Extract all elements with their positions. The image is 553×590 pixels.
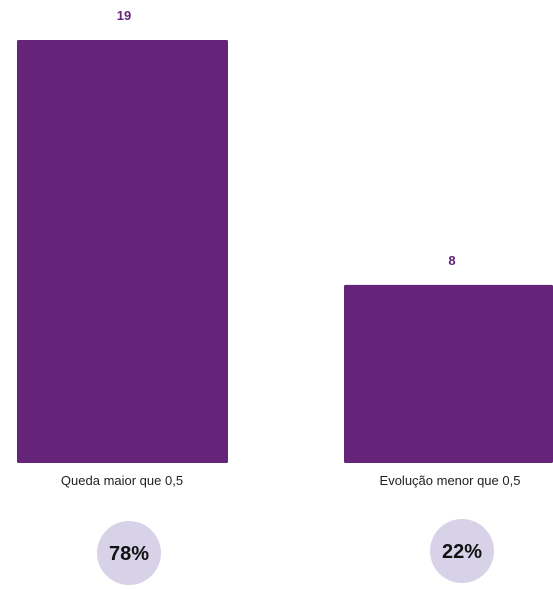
category-label-2: Evolução menor que 0,5 bbox=[380, 473, 521, 488]
data-label-2: 8 bbox=[448, 253, 455, 268]
bar-1 bbox=[17, 40, 228, 463]
percent-badge-1 bbox=[97, 521, 161, 585]
percent-badge-label-1: 78% bbox=[109, 543, 149, 565]
percent-badge-2 bbox=[430, 519, 494, 583]
data-label-1: 19 bbox=[117, 8, 131, 23]
bar-2 bbox=[344, 284, 553, 463]
percent-badge-label-2: 22% bbox=[442, 541, 482, 563]
category-label-1: Queda maior que 0,5 bbox=[61, 473, 183, 488]
